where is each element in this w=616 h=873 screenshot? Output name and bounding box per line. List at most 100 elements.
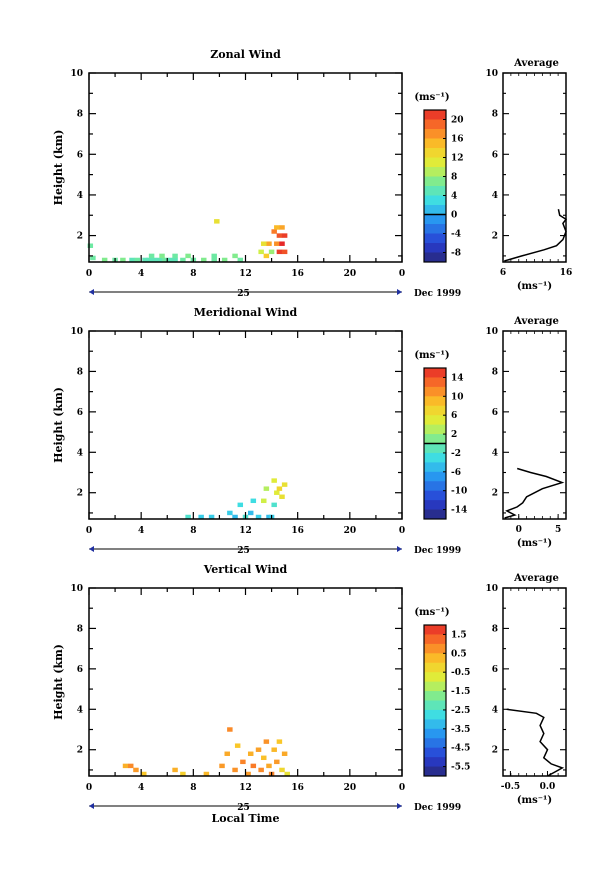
data-cell (266, 763, 272, 769)
colorbar-segment (424, 233, 446, 244)
average-title: Average (513, 573, 559, 584)
y-tick-label: 10 (70, 69, 83, 79)
colorbar-segment (424, 462, 446, 473)
colorbar-label: 4 (451, 192, 457, 202)
average-y-tick-label: 6 (492, 408, 498, 418)
average-x-tick-label: 0.0 (540, 782, 556, 792)
data-cell (172, 767, 178, 773)
y-tick-label: 4 (77, 191, 83, 201)
colorbar-segment (424, 138, 446, 149)
average-panel: Average 2 4 6 8 10 0 5(ms⁻¹) (485, 316, 567, 549)
data-cell (274, 490, 280, 495)
x-tick-label: 8 (190, 526, 196, 536)
colorbar-segment (424, 625, 446, 635)
data-cell (281, 482, 288, 487)
data-cell (274, 241, 280, 246)
colorbar-segment (424, 747, 446, 758)
date-day: 25 (237, 289, 250, 299)
x-tick-label: 4 (138, 783, 144, 793)
x-tick-label: 0 (86, 269, 92, 279)
colorbar-segment (424, 481, 446, 492)
x-tick-label: 0 (399, 526, 405, 536)
date-arrow-left (89, 803, 94, 809)
average-profile-line (506, 708, 565, 777)
colorbar-segment (424, 434, 446, 444)
data-cell (87, 243, 94, 248)
data-cell (279, 494, 285, 499)
average-y-tick-label: 8 (492, 110, 498, 120)
data-cell (90, 255, 96, 261)
average-y-tick-label: 10 (485, 584, 498, 594)
data-cell (261, 498, 267, 504)
data-cell (281, 249, 288, 255)
data-cell (247, 751, 254, 756)
y-tick-label: 2 (77, 232, 83, 242)
average-y-tick-label: 6 (492, 665, 498, 675)
colorbar-segment (424, 766, 446, 777)
data-cell (127, 763, 134, 769)
colorbar-label: 16 (451, 135, 464, 145)
average-y-tick-label: 8 (492, 367, 498, 377)
colorbar-label: -14 (451, 506, 467, 516)
data-cell (224, 751, 230, 756)
data-cell (279, 241, 285, 246)
colorbar-frame (423, 624, 447, 777)
data-cell (122, 763, 129, 769)
data-cell (101, 257, 108, 263)
data-cell (232, 253, 238, 259)
y-tick-label: 8 (77, 110, 83, 120)
date-arrow-left (89, 289, 94, 295)
data-cell (156, 257, 163, 263)
data-cell (237, 257, 244, 263)
colorbar-segment (424, 643, 446, 654)
x-tick-label: 16 (291, 526, 304, 536)
average-y-tick-label: 2 (492, 232, 498, 242)
colorbar-segment (424, 709, 446, 720)
colorbar-segment (424, 224, 446, 234)
data-cell (284, 771, 290, 777)
y-tick-label: 2 (77, 746, 83, 756)
data-cell (208, 514, 215, 520)
colorbar-label: -2.5 (451, 706, 470, 716)
data-cell (263, 739, 270, 744)
x-tick-label: 16 (291, 783, 304, 793)
colorbar-segment (424, 176, 446, 187)
colorbar-label: 0 (451, 211, 457, 221)
average-y-tick-label: 6 (492, 150, 498, 160)
data-cell (142, 257, 148, 263)
y-axis-label: Height (km) (52, 387, 65, 463)
data-cell (120, 257, 126, 263)
y-tick-label: 10 (70, 584, 83, 594)
colorbar-segment (424, 500, 446, 511)
plot-frame (88, 587, 403, 777)
data-cell (185, 253, 191, 259)
colorbar-segment (424, 471, 446, 482)
date-day: 25 (237, 803, 250, 813)
colorbar-segment (424, 738, 446, 749)
y-tick-label: 2 (77, 489, 83, 499)
data-cell (129, 257, 135, 263)
data-cell (227, 727, 233, 732)
y-tick-label: 8 (77, 624, 83, 634)
date-month-year: Dec 1999 (414, 546, 461, 556)
data-cell (148, 253, 155, 259)
colorbar-segment (424, 672, 446, 683)
data-cell (134, 257, 140, 263)
average-frame (502, 330, 567, 520)
colorbar-frame (423, 109, 447, 263)
date-arrow-right (397, 803, 402, 809)
average-x-tick-label: 6 (500, 268, 506, 278)
colorbar-label: -0.5 (451, 668, 470, 678)
colorbar-segment (424, 700, 446, 711)
colorbar-segment (424, 443, 446, 454)
data-cell (214, 219, 220, 224)
date-day: 25 (237, 546, 250, 556)
data-cell (201, 257, 207, 263)
colorbar-label: -10 (451, 487, 467, 497)
data-cell (276, 486, 283, 491)
colorbar-label: -2 (451, 449, 461, 459)
panel-title: Zonal Wind (210, 48, 281, 61)
data-cell (245, 771, 251, 777)
colorbar-segment (424, 368, 446, 378)
plot-frame (88, 72, 403, 263)
